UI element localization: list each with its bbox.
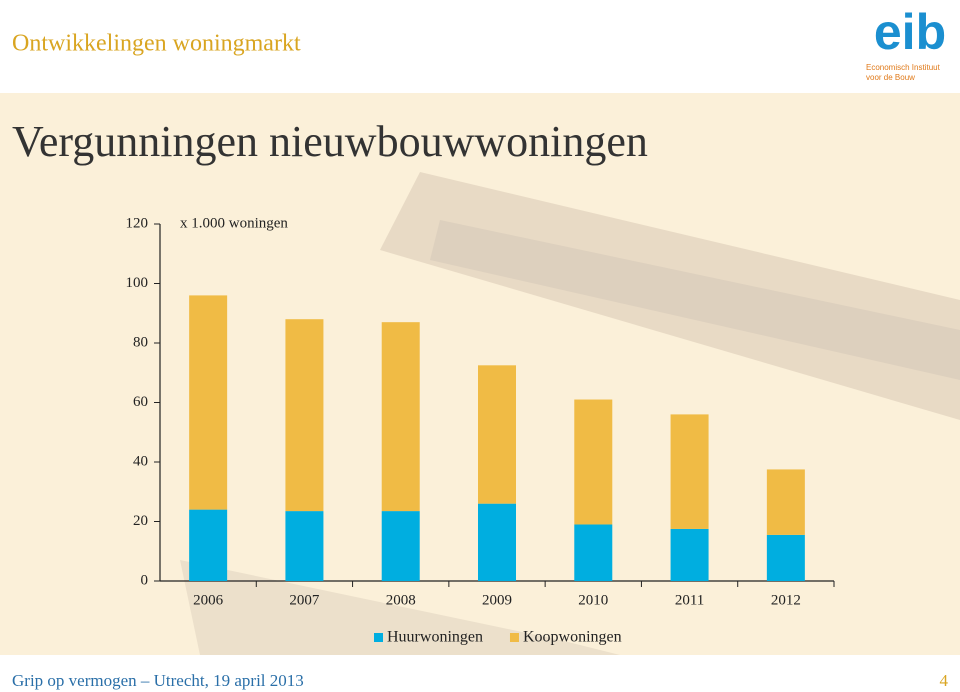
decoration <box>180 560 620 655</box>
bar-segment <box>574 399 613 525</box>
bar-segment <box>478 503 516 581</box>
bar-segment <box>766 534 805 581</box>
decoration <box>430 220 960 380</box>
x-tick-label: 2007 <box>289 592 320 608</box>
logo: eib <box>874 4 946 60</box>
bar-segment <box>189 509 228 581</box>
legend-label: Huurwoningen <box>387 629 483 646</box>
bar-segment <box>285 511 324 581</box>
x-tick-label: 2010 <box>578 592 608 608</box>
slide-title: Vergunningen nieuwbouwwoningen <box>12 117 648 166</box>
y-tick-label: 60 <box>133 394 148 410</box>
bar-segment <box>478 365 516 504</box>
bar-segment <box>670 528 709 581</box>
y-tick-label: 0 <box>141 572 149 588</box>
x-tick-label: 2011 <box>675 592 704 608</box>
bar-segment <box>285 319 324 512</box>
bar-segment <box>381 322 420 512</box>
page-number: 4 <box>940 671 949 690</box>
bar-segment <box>670 414 709 529</box>
bar-segment <box>574 524 613 581</box>
bar-segment <box>189 295 228 510</box>
y-tick-label: 40 <box>133 453 148 469</box>
x-tick-label: 2006 <box>193 592 224 608</box>
legend-label: Koopwoningen <box>523 629 622 646</box>
footer-text: Grip op vermogen – Utrecht, 19 april 201… <box>12 671 304 690</box>
bar-segment <box>381 511 420 581</box>
unit-label: x 1.000 woningen <box>180 215 288 231</box>
header-title: Ontwikkelingen woningmarkt <box>12 31 301 57</box>
x-tick-label: 2009 <box>482 592 512 608</box>
logo-subtitle: voor de Bouw <box>866 73 915 82</box>
legend-swatch <box>509 633 519 642</box>
y-tick-label: 120 <box>126 215 149 231</box>
y-tick-label: 20 <box>133 513 148 529</box>
legend-swatch <box>374 633 383 642</box>
logo-subtitle: Economisch Instituut <box>866 63 941 72</box>
x-tick-label: 2008 <box>386 592 416 608</box>
y-tick-label: 100 <box>126 275 149 291</box>
bar-segment <box>766 469 805 535</box>
y-tick-label: 80 <box>133 334 148 350</box>
x-tick-label: 2012 <box>771 592 801 608</box>
